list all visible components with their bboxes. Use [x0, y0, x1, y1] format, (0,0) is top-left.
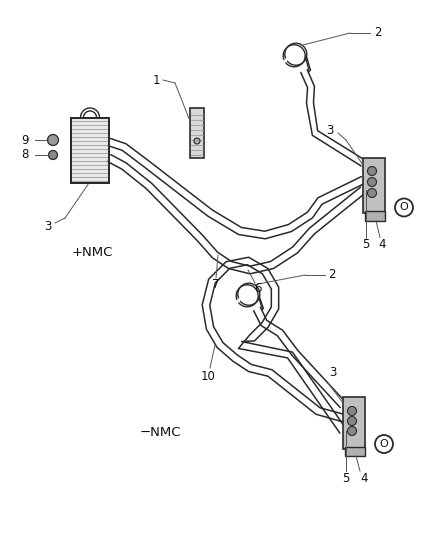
- Text: 9: 9: [21, 133, 29, 147]
- Text: 2: 2: [328, 269, 336, 281]
- Text: +NMC: +NMC: [72, 246, 113, 260]
- FancyBboxPatch shape: [365, 211, 385, 221]
- Text: 5: 5: [343, 472, 350, 484]
- Text: 3: 3: [326, 124, 334, 136]
- Text: 2: 2: [374, 27, 382, 39]
- Text: 1: 1: [152, 74, 160, 86]
- Circle shape: [367, 177, 377, 187]
- FancyBboxPatch shape: [190, 108, 204, 158]
- Circle shape: [347, 416, 357, 425]
- Circle shape: [367, 166, 377, 175]
- Text: 4: 4: [378, 238, 386, 251]
- Text: 6: 6: [254, 281, 262, 295]
- Text: O: O: [380, 439, 389, 449]
- FancyBboxPatch shape: [345, 447, 365, 456]
- Circle shape: [347, 426, 357, 435]
- Text: 3: 3: [329, 367, 337, 379]
- Circle shape: [47, 134, 59, 146]
- Text: 3: 3: [44, 220, 52, 232]
- Text: −NMC: −NMC: [140, 426, 181, 440]
- Circle shape: [367, 189, 377, 198]
- Text: 8: 8: [21, 149, 29, 161]
- Circle shape: [194, 138, 200, 144]
- Text: 10: 10: [201, 369, 215, 383]
- Text: 5: 5: [362, 238, 370, 251]
- FancyBboxPatch shape: [343, 397, 365, 449]
- FancyBboxPatch shape: [363, 157, 385, 213]
- Text: 4: 4: [360, 472, 368, 484]
- Circle shape: [49, 150, 57, 159]
- FancyBboxPatch shape: [71, 117, 109, 182]
- Text: 7: 7: [212, 279, 220, 292]
- Text: O: O: [399, 203, 408, 213]
- Circle shape: [347, 407, 357, 416]
